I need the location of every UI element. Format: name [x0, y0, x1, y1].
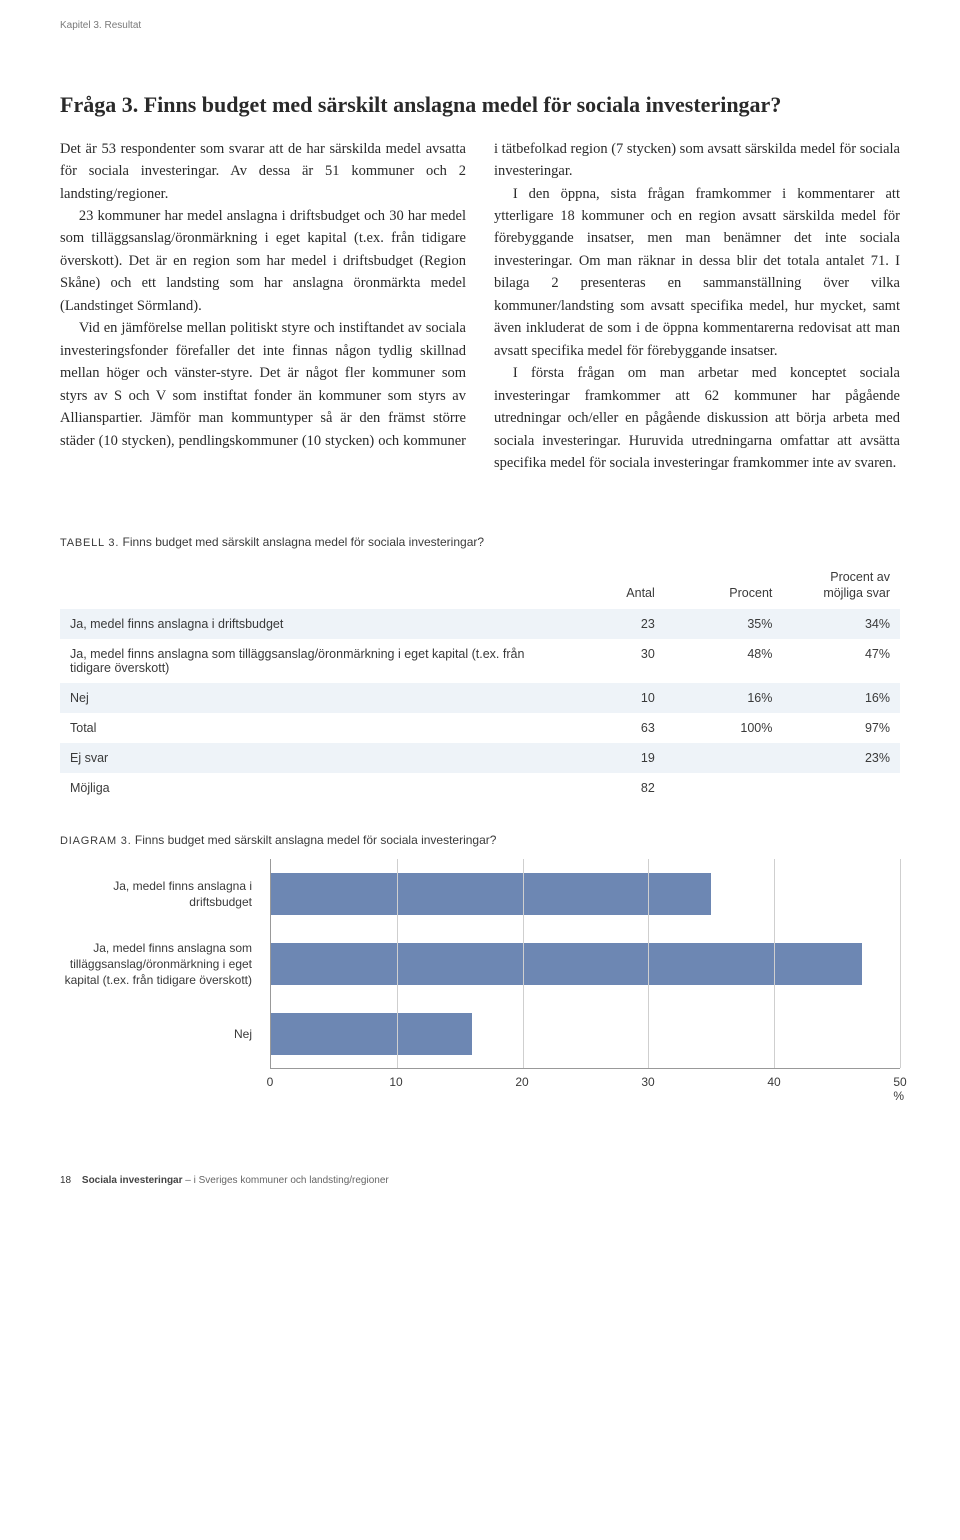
body-paragraph: I den öppna, sista frågan framkommer i k…	[494, 183, 900, 363]
chart-gridline	[900, 859, 901, 929]
table-cell-value	[782, 773, 900, 803]
chart-bar-cell	[270, 859, 900, 929]
chart-gridline	[900, 929, 901, 999]
table-cell-value: 82	[547, 773, 665, 803]
table-cell-label: Total	[60, 713, 547, 743]
chart-x-tick: 0	[267, 1075, 274, 1089]
table-header-row: Antal Procent Procent av möjliga svar	[60, 561, 900, 610]
chart-x-axis: 01020304050 %	[60, 1069, 900, 1095]
table-cell-value: 100%	[665, 713, 783, 743]
table-cell-value: 16%	[665, 683, 783, 713]
table-cell-value: 23%	[782, 743, 900, 773]
chart-bar	[271, 1013, 472, 1055]
table-header	[60, 561, 547, 610]
table-cell-value: 19	[547, 743, 665, 773]
table-cell-value: 23	[547, 609, 665, 639]
chart-x-tick: 20	[515, 1075, 528, 1089]
data-table: Antal Procent Procent av möjliga svar Ja…	[60, 561, 900, 804]
chart-caption-prefix: DIAGRAM 3.	[60, 835, 132, 847]
chart-gridline	[397, 999, 398, 1068]
chart-bar-label: Ja, medel finns anslagna som tilläggsans…	[60, 940, 270, 989]
table-cell-label: Ej svar	[60, 743, 547, 773]
chart-gridline	[648, 929, 649, 999]
chart-x-tick: 30	[641, 1075, 654, 1089]
chart-bar	[271, 873, 711, 915]
body-paragraph: Det är 53 respondenter som svarar att de…	[60, 138, 466, 205]
table-cell-value	[665, 743, 783, 773]
table-cell-label: Ja, medel finns anslagna i driftsbudget	[60, 609, 547, 639]
table-cell-value: 63	[547, 713, 665, 743]
table-row: Ej svar19 23%	[60, 743, 900, 773]
table-cell-label: Möjliga	[60, 773, 547, 803]
chart-bar-cell	[270, 929, 900, 999]
table-header: Antal	[547, 561, 665, 610]
table-caption-prefix: TABELL 3.	[60, 537, 119, 549]
table-row: Nej1016%16%	[60, 683, 900, 713]
chart-caption: DIAGRAM 3. Finns budget med särskilt ans…	[60, 833, 900, 847]
chart-gridline	[774, 999, 775, 1068]
chart-bar-row: Nej	[60, 999, 900, 1069]
table-cell-value: 34%	[782, 609, 900, 639]
chart-x-tick: 10	[389, 1075, 402, 1089]
table-cell-value: 97%	[782, 713, 900, 743]
chart-gridline	[900, 999, 901, 1068]
chart-gridline	[774, 929, 775, 999]
chart-gridline	[397, 929, 398, 999]
chart-bar-label: Ja, medel finns anslagna i driftsbudget	[60, 878, 270, 910]
chart-bar-row: Ja, medel finns anslagna i driftsbudget	[60, 859, 900, 929]
chart-gridline	[648, 859, 649, 929]
chart-gridline	[523, 929, 524, 999]
table-cell-label: Nej	[60, 683, 547, 713]
chart-bar-cell	[270, 999, 900, 1069]
chapter-label: Kapitel 3. Resultat	[60, 20, 900, 31]
chart-x-tick: 40	[767, 1075, 780, 1089]
table-cell-value	[665, 773, 783, 803]
footer-title-rest: – i Sveriges kommuner och landsting/regi…	[183, 1175, 389, 1186]
chart-x-tick: 50 %	[893, 1075, 906, 1103]
table-cell-value: 47%	[782, 639, 900, 683]
table-row: Total63100%97%	[60, 713, 900, 743]
chart-gridline	[523, 999, 524, 1068]
page-number: 18	[60, 1175, 71, 1186]
chart-gridline	[397, 859, 398, 929]
question-title: Fråga 3. Finns budget med särskilt ansla…	[60, 91, 900, 120]
table-cell-label: Ja, medel finns anslagna som tilläggsans…	[60, 639, 547, 683]
table-cell-value: 35%	[665, 609, 783, 639]
chart-bar-row: Ja, medel finns anslagna som tilläggsans…	[60, 929, 900, 999]
chart-gridline	[523, 859, 524, 929]
page-footer: 18 Sociala investeringar – i Sveriges ko…	[60, 1175, 900, 1186]
body-paragraph: 23 kommuner har medel anslagna i driftsb…	[60, 205, 466, 317]
table-row: Ja, medel finns anslagna i driftsbudget2…	[60, 609, 900, 639]
table-cell-value: 10	[547, 683, 665, 713]
table-header: Procent av möjliga svar	[782, 561, 900, 610]
table-caption: TABELL 3. Finns budget med särskilt ansl…	[60, 535, 900, 549]
table-cell-value: 30	[547, 639, 665, 683]
chart-bar-label: Nej	[60, 1026, 270, 1042]
bar-chart: Ja, medel finns anslagna i driftsbudget J…	[60, 859, 900, 1095]
body-text-columns: Det är 53 respondenter som svarar att de…	[60, 138, 900, 475]
table-row: Ja, medel finns anslagna som tilläggsans…	[60, 639, 900, 683]
table-cell-value: 48%	[665, 639, 783, 683]
chart-gridline	[648, 999, 649, 1068]
body-paragraph: I första frågan om man arbetar med konce…	[494, 362, 900, 474]
table-header: Procent	[665, 561, 783, 610]
table-cell-value: 16%	[782, 683, 900, 713]
chart-gridline	[774, 859, 775, 929]
footer-title-bold: Sociala investeringar	[82, 1175, 183, 1186]
table-caption-text: Finns budget med särskilt anslagna medel…	[123, 535, 485, 549]
chart-caption-text: Finns budget med särskilt anslagna medel…	[135, 833, 497, 847]
table-row: Möjliga82	[60, 773, 900, 803]
